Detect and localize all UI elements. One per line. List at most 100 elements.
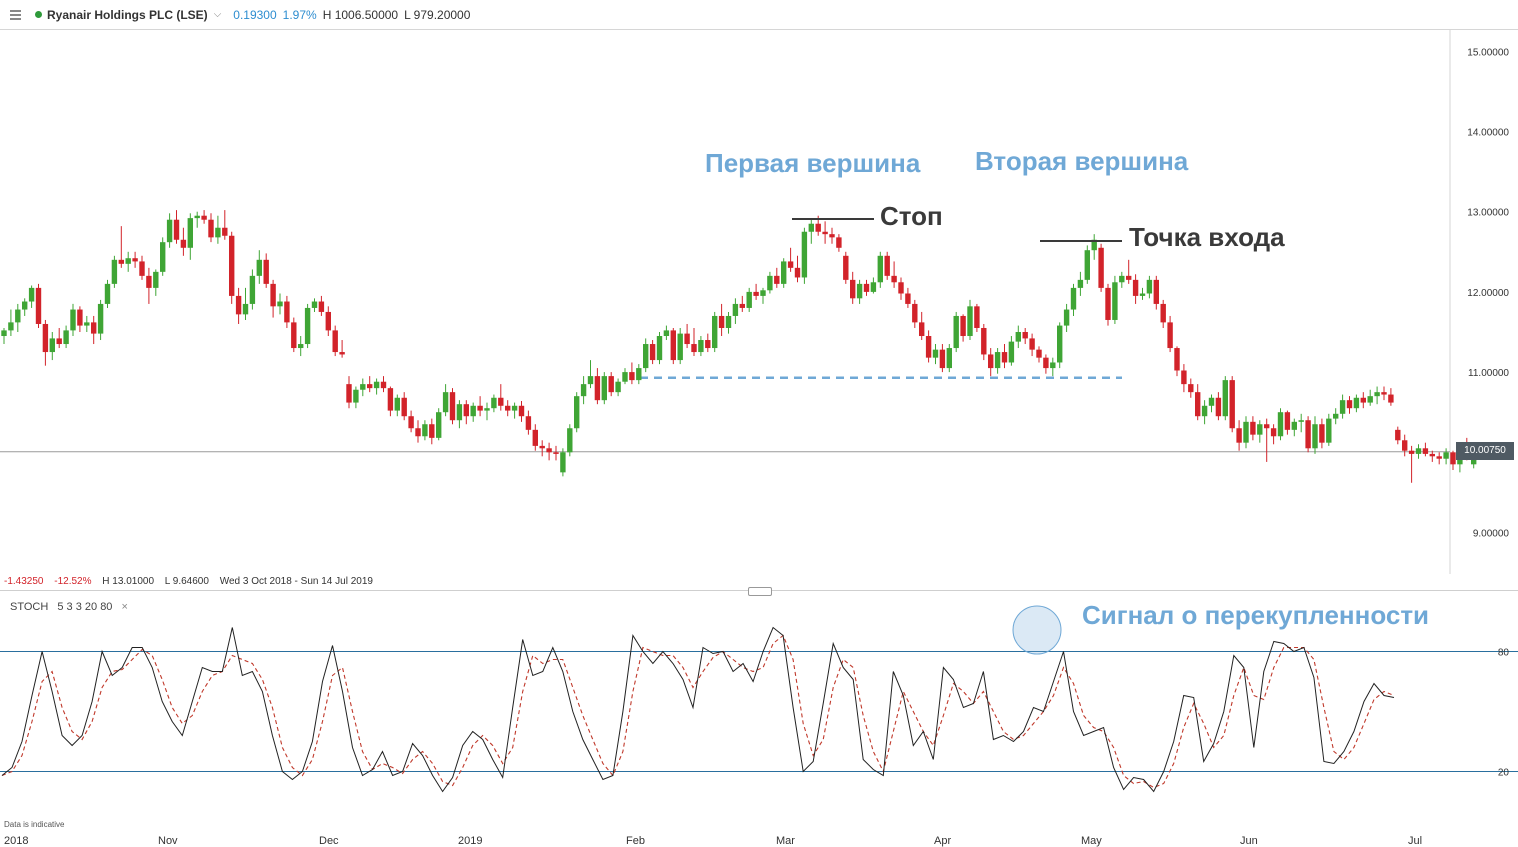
candle-body: [863, 283, 870, 292]
candle-body: [608, 376, 614, 393]
candle-body: [91, 322, 97, 334]
candle-body: [484, 408, 490, 411]
candle-body: [77, 309, 83, 326]
candle-body: [1333, 413, 1339, 419]
candle-body: [981, 327, 987, 355]
candle-body: [249, 275, 256, 304]
candle-body: [1063, 309, 1070, 326]
candle-body: [270, 283, 276, 307]
candle-body: [1084, 250, 1090, 280]
candle-body: [946, 348, 952, 369]
candle-body: [187, 218, 193, 248]
candle-body: [932, 349, 939, 358]
candle-body: [891, 275, 897, 283]
candle-body: [353, 389, 359, 403]
candle-body: [463, 404, 469, 417]
candle-body: [415, 428, 421, 437]
candle-body: [339, 352, 345, 355]
indicator-name: STOCH: [10, 601, 49, 613]
candle-body: [97, 303, 104, 334]
candle-body: [15, 309, 21, 323]
range-low: L 9.64600: [164, 576, 209, 587]
candle-body: [1139, 293, 1146, 296]
candle-body: [636, 368, 642, 381]
candle-body: [1339, 400, 1346, 414]
menu-icon[interactable]: [10, 9, 21, 20]
date-range: Wed 3 Oct 2018 - Sun 14 Jul 2019: [219, 576, 373, 587]
time-axis-tick: May: [1081, 835, 1102, 847]
candle-body: [1436, 456, 1442, 459]
candle-body: [994, 352, 1001, 369]
candle-body: [622, 372, 628, 382]
candle-body: [1167, 322, 1173, 349]
close-icon[interactable]: ×: [121, 601, 128, 613]
candle-body: [567, 428, 573, 453]
entry-label: Точка входа: [1129, 222, 1285, 252]
candle-body: [649, 344, 656, 361]
candle-body: [1132, 279, 1139, 296]
candle-body: [1029, 338, 1035, 350]
candle-body: [725, 315, 732, 328]
candle-body: [760, 290, 766, 296]
candle-body: [222, 227, 228, 236]
candle-body: [1257, 424, 1263, 435]
candle-body: [166, 219, 173, 243]
candle-body: [753, 291, 759, 296]
candle-body: [111, 259, 118, 284]
time-axis-tick: Dec: [319, 835, 339, 847]
price-chart[interactable]: 15.00000 14.00000 13.00000 12.00000 11.00000…: [0, 29, 1518, 574]
candle-body: [850, 279, 856, 299]
market-status-dot: [35, 11, 42, 18]
stoch-d-line: [1, 634, 1395, 789]
candle-body: [346, 384, 352, 403]
candle-body: [408, 416, 414, 429]
candle-body: [960, 315, 966, 337]
candle-body: [277, 301, 283, 307]
candle-body: [1070, 287, 1077, 310]
candle-body: [539, 445, 545, 449]
candle-body: [360, 384, 366, 390]
second-top-label: Вторая вершина: [975, 146, 1189, 176]
candle-body: [387, 388, 394, 411]
candle-body: [56, 338, 62, 345]
chevron-down-icon[interactable]: ⌵: [213, 9, 222, 20]
candle-body: [877, 255, 883, 283]
stoch-axis-tick: 20: [1498, 768, 1510, 779]
candle-body: [580, 384, 587, 397]
candle-body: [1098, 247, 1104, 288]
candle-body: [1312, 424, 1318, 449]
candle-body: [291, 322, 297, 349]
candle-body: [746, 291, 752, 308]
candle-body: [401, 397, 407, 417]
candle-body: [560, 452, 566, 473]
candle-body: [919, 322, 925, 337]
candle-body: [373, 381, 380, 389]
candle-body: [629, 372, 635, 381]
time-axis-tick: Apr: [934, 835, 951, 847]
price-axis-tick: 13.00000: [1467, 208, 1509, 219]
candle-body: [173, 219, 180, 240]
candle-body: [1243, 421, 1249, 443]
candle-body: [843, 255, 849, 280]
stoch-k-line: [1, 626, 1395, 793]
candle-body: [518, 405, 525, 417]
candle-body: [1415, 448, 1422, 454]
first-top-label: Первая вершина: [705, 148, 921, 178]
candle-body: [1077, 279, 1084, 288]
candle-body: [1195, 392, 1201, 417]
candle-body: [794, 267, 801, 278]
candle-body: [1036, 349, 1042, 358]
time-axis-tick: Jun: [1240, 835, 1258, 847]
stop-label: Стоп: [880, 201, 943, 231]
candle-body: [898, 282, 904, 294]
candle-body: [1119, 275, 1125, 283]
candle-body: [1429, 453, 1435, 457]
candle-body: [670, 330, 676, 361]
stochastic-chart[interactable]: 80 20 2018 Nov Dec 2019 Feb Mar Apr May Jun Jul: [0, 598, 1518, 847]
candle-body: [8, 322, 14, 331]
candle-body: [856, 283, 863, 299]
candle-body: [829, 234, 835, 238]
resize-handle[interactable]: [748, 587, 772, 596]
candle-body: [1305, 420, 1311, 449]
time-axis-tick: Jul: [1408, 835, 1422, 847]
